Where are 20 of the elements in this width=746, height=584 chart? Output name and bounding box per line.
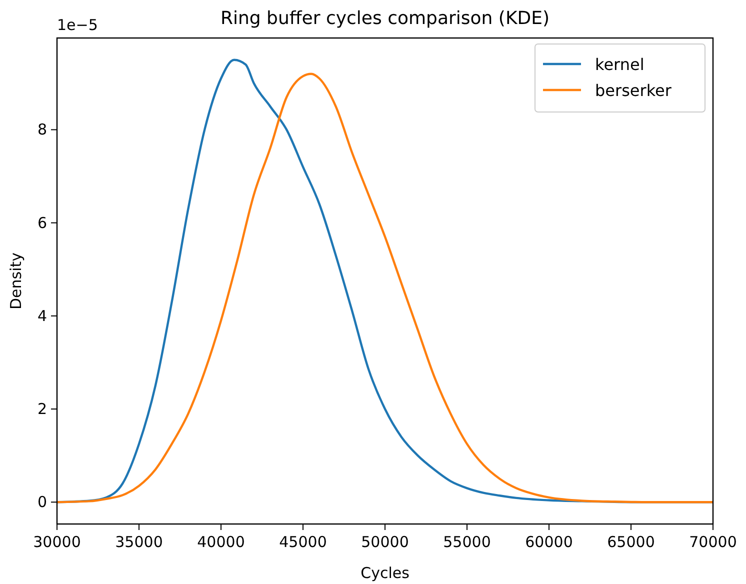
legend-label: berserker [595,81,672,100]
y-tick-label: 2 [37,400,47,418]
legend-label: kernel [595,55,644,74]
y-tick-label: 0 [37,493,47,512]
y-tick-label: 8 [37,120,47,139]
x-tick-label: 65000 [607,533,655,551]
x-tick-label: 35000 [115,533,163,551]
x-tick-label: 55000 [443,533,491,551]
x-tick-label: 60000 [525,533,573,551]
x-tick-label: 50000 [361,533,409,551]
text: 1e−5 [57,16,98,34]
y-tick-label: 4 [37,306,47,325]
y-tick-label: 6 [37,214,47,232]
x-tick-label: 40000 [197,533,245,551]
x-tick-label: 45000 [279,533,327,551]
x-tick-label: 30000 [33,533,81,551]
x-axis-title: Cycles [360,564,410,582]
y-axis-title: Density [7,252,25,310]
chart-title: Ring buffer cycles comparison (KDE) [220,8,550,29]
x-tick-label: 70000 [689,533,737,551]
